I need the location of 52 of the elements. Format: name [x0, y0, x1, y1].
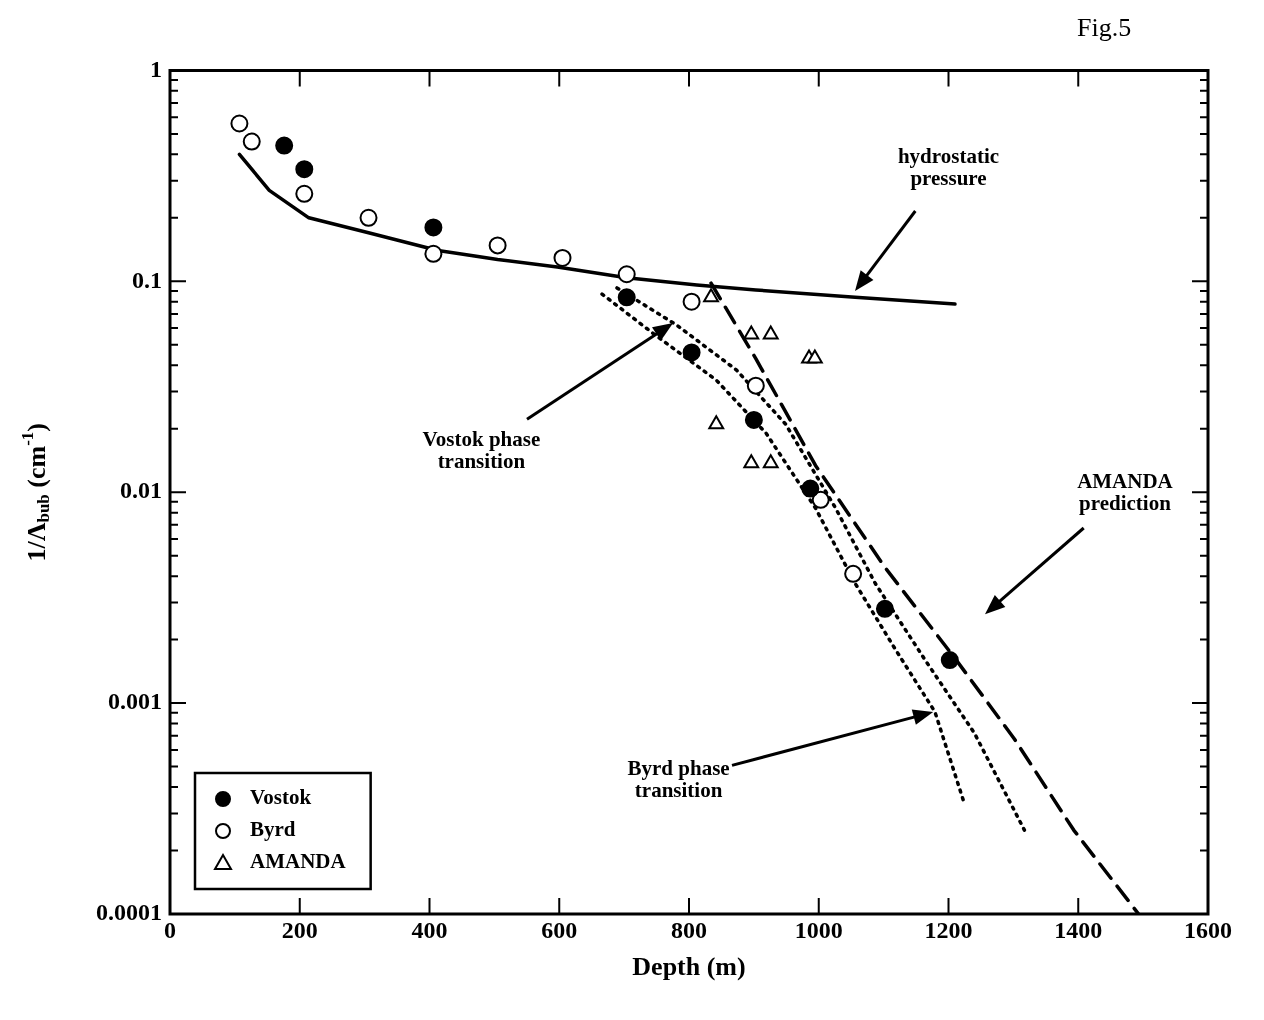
- point: [811, 490, 830, 509]
- point: [844, 564, 863, 583]
- point: [762, 325, 779, 340]
- point: [743, 454, 760, 469]
- point: [617, 265, 636, 284]
- annotation: hydrostatic pressure: [896, 144, 1001, 191]
- point: [553, 248, 572, 267]
- x-tick-label: 0: [164, 916, 176, 943]
- point: [617, 288, 636, 307]
- x-axis-title: Depth (m): [632, 952, 746, 982]
- point: [424, 218, 443, 237]
- point: [875, 599, 894, 618]
- legend-label: Vostok: [250, 785, 312, 810]
- y-tick-label: 1: [150, 55, 162, 82]
- y-tick-label: 0.1: [132, 266, 162, 293]
- point: [806, 349, 823, 364]
- caption: Fig.5: [1077, 13, 1132, 43]
- annotation: Byrd phase transition: [626, 756, 731, 803]
- point: [295, 160, 314, 179]
- x-tick-label: 1400: [1054, 916, 1103, 943]
- point: [801, 479, 820, 498]
- x-tick-label: 1200: [924, 916, 973, 943]
- point: [275, 136, 294, 155]
- x-tick-label: 400: [411, 916, 448, 943]
- annotation: Vostok phase transition: [421, 427, 542, 474]
- point: [242, 132, 261, 151]
- annotation: AMANDA prediction: [1076, 469, 1174, 516]
- point: [682, 343, 701, 362]
- y-tick-label: 0.001: [108, 688, 162, 715]
- point: [703, 288, 719, 303]
- legend-label: AMANDA: [250, 849, 347, 874]
- y-tick-label: 0.0001: [96, 899, 162, 926]
- point: [940, 651, 959, 670]
- point: [359, 208, 378, 227]
- point: [230, 114, 249, 133]
- point: [488, 236, 507, 255]
- x-tick-label: 600: [541, 916, 578, 943]
- legend-label: Byrd: [250, 817, 296, 842]
- x-tick-label: 1600: [1184, 916, 1232, 943]
- point: [708, 415, 725, 430]
- x-tick-label: 200: [281, 916, 318, 943]
- point: [746, 376, 765, 395]
- point: [424, 244, 443, 263]
- point: [743, 325, 760, 340]
- x-tick-label: 1000: [794, 916, 843, 943]
- y-axis-title: 1/Λbub (cm-1): [18, 422, 54, 562]
- y-tick-label: 0.01: [120, 477, 162, 504]
- point: [682, 292, 701, 311]
- point: [295, 184, 314, 203]
- x-tick-label: 800: [671, 916, 707, 943]
- point: [762, 454, 779, 469]
- point: [744, 410, 763, 429]
